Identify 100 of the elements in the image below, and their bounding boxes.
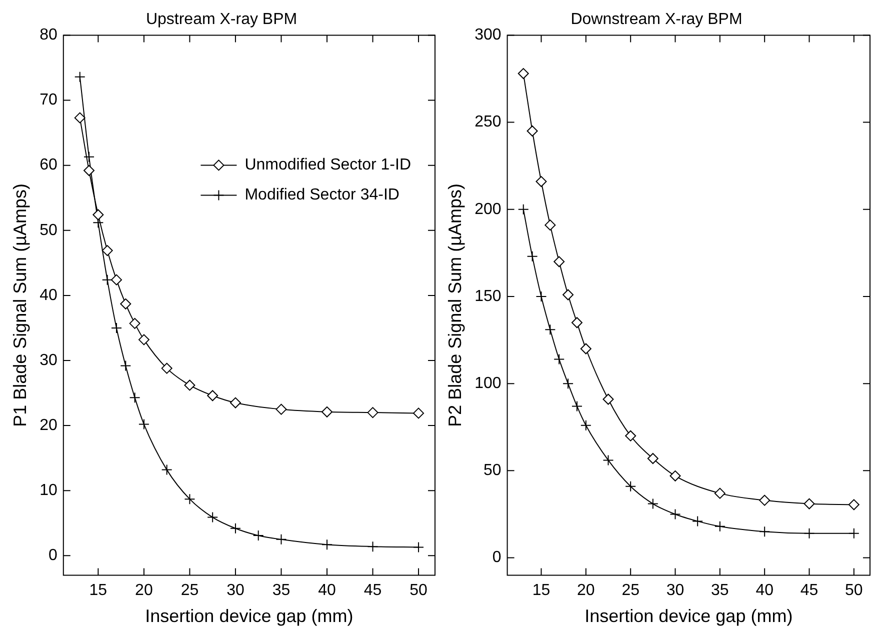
point bbox=[714, 488, 726, 499]
point bbox=[544, 324, 556, 336]
point bbox=[110, 274, 122, 286]
point bbox=[571, 317, 582, 328]
point bbox=[571, 400, 582, 412]
y-tick-label: 0 bbox=[48, 547, 58, 564]
x-tick-label: 45 bbox=[800, 582, 818, 600]
x-tick-label: 20 bbox=[577, 582, 595, 600]
point bbox=[526, 250, 538, 262]
point bbox=[670, 508, 681, 520]
point bbox=[692, 516, 704, 527]
point bbox=[207, 390, 218, 402]
y-tick-label: 60 bbox=[40, 156, 58, 174]
x-tick-label: 45 bbox=[364, 582, 382, 600]
x-tick-label: 15 bbox=[89, 582, 108, 600]
point bbox=[129, 318, 140, 329]
point bbox=[804, 528, 815, 539]
y-tick-label: 40 bbox=[40, 286, 58, 304]
x-tick-label: 35 bbox=[711, 582, 729, 600]
y-tick-label: 50 bbox=[484, 462, 502, 480]
y-tick-label: 150 bbox=[474, 288, 502, 305]
x-tick-label: 40 bbox=[756, 582, 774, 600]
point bbox=[138, 334, 150, 346]
point bbox=[367, 541, 378, 552]
point bbox=[625, 480, 636, 492]
y-tick-label: 30 bbox=[40, 352, 58, 369]
point bbox=[536, 290, 547, 302]
point bbox=[759, 494, 770, 506]
x-tick-label: 50 bbox=[410, 582, 428, 600]
point bbox=[554, 354, 565, 365]
point bbox=[92, 209, 104, 220]
y-axis-title: P2 Blade Signal Sum (µAmps) bbox=[444, 183, 465, 427]
x-tick-label: 25 bbox=[180, 582, 199, 600]
point bbox=[625, 430, 636, 442]
x-axis-title: Insertion device gap (mm) bbox=[584, 606, 793, 626]
point bbox=[804, 498, 815, 510]
x-tick-label: 20 bbox=[135, 582, 153, 600]
point bbox=[526, 126, 538, 137]
point bbox=[230, 522, 241, 534]
point bbox=[367, 407, 378, 418]
point bbox=[161, 362, 172, 374]
y-tick-label: 10 bbox=[40, 482, 58, 500]
point bbox=[102, 245, 113, 256]
legend-label: Unmodified Sector 1-ID bbox=[244, 156, 412, 174]
point bbox=[562, 378, 574, 390]
x-tick-label: 35 bbox=[272, 582, 290, 600]
point bbox=[518, 68, 529, 80]
point bbox=[129, 392, 140, 404]
y-tick-label: 100 bbox=[474, 374, 502, 392]
y-tick-label: 200 bbox=[474, 200, 502, 218]
y-tick-label: 250 bbox=[474, 114, 502, 131]
point bbox=[647, 498, 658, 510]
point bbox=[848, 499, 860, 510]
chart-title: Downstream X-ray BPM bbox=[570, 11, 742, 28]
x-tick-label: 30 bbox=[666, 582, 684, 600]
point bbox=[161, 464, 172, 476]
point bbox=[554, 256, 565, 268]
point bbox=[848, 528, 860, 539]
legend-label: Modified Sector 34-ID bbox=[244, 186, 400, 204]
point bbox=[544, 220, 556, 231]
x-tick-label: 40 bbox=[318, 582, 336, 600]
point bbox=[759, 526, 770, 538]
point bbox=[84, 165, 95, 176]
point bbox=[138, 418, 150, 430]
y-tick-label: 70 bbox=[40, 92, 58, 109]
y-tick-label: 50 bbox=[40, 222, 58, 239]
point bbox=[647, 452, 658, 464]
point bbox=[580, 343, 592, 354]
point bbox=[321, 539, 332, 550]
x-tick-label: 25 bbox=[622, 582, 640, 600]
point bbox=[252, 530, 264, 542]
point bbox=[102, 274, 113, 286]
point bbox=[120, 298, 132, 310]
point bbox=[518, 204, 529, 215]
x-tick-label: 50 bbox=[845, 582, 863, 600]
point bbox=[230, 397, 241, 408]
point bbox=[184, 494, 196, 505]
point bbox=[714, 520, 726, 532]
point bbox=[207, 512, 218, 523]
point bbox=[74, 71, 86, 82]
x-tick-label: 15 bbox=[532, 582, 550, 600]
x-tick-label: 30 bbox=[226, 582, 244, 600]
point bbox=[670, 470, 681, 482]
y-axis-title: P1 Blade Signal Sum (µAmps) bbox=[10, 183, 30, 427]
point bbox=[536, 176, 547, 188]
point bbox=[74, 112, 86, 124]
point bbox=[602, 454, 614, 466]
chart-title: Upstream X-ray BPM bbox=[146, 11, 298, 28]
point bbox=[84, 151, 95, 162]
y-tick-label: 80 bbox=[40, 26, 58, 44]
point bbox=[321, 406, 332, 418]
x-axis-title: Insertion device gap (mm) bbox=[145, 606, 354, 626]
point bbox=[120, 360, 132, 372]
point bbox=[413, 542, 424, 553]
point bbox=[276, 534, 287, 545]
point bbox=[184, 380, 196, 391]
point bbox=[413, 408, 424, 419]
y-tick-label: 0 bbox=[492, 549, 502, 566]
point bbox=[580, 420, 592, 431]
point bbox=[562, 289, 574, 300]
